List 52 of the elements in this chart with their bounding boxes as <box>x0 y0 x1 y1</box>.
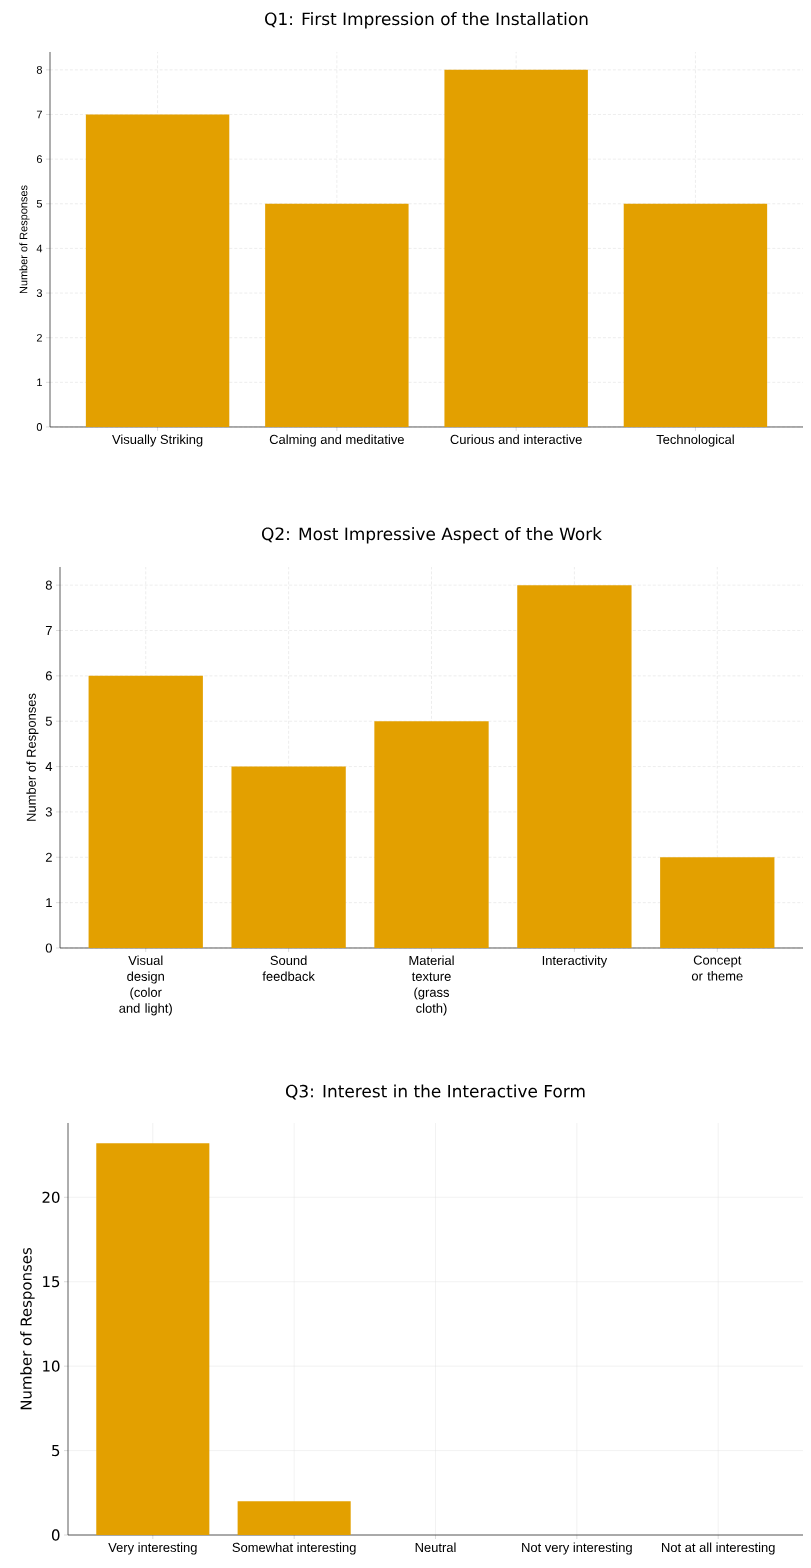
y-tick-label: 5 <box>52 1445 60 1457</box>
y-tick-label: 7 <box>45 626 52 635</box>
x-tick-label: Visually Striking <box>112 434 203 447</box>
x-tick-label: Concept or theme <box>691 955 743 981</box>
y-tick-label: 6 <box>36 155 42 164</box>
chart-title: Q3: Interest in the Interactive Form <box>285 1084 585 1100</box>
chart-title: Q1: First Impression of the Installation <box>265 12 588 29</box>
y-tick-label: 10 <box>43 1360 60 1372</box>
bar <box>517 585 632 948</box>
bar <box>231 766 346 948</box>
y-tick-label: 4 <box>36 244 43 253</box>
x-tick-label: Very interesting <box>108 1542 197 1555</box>
y-axis-title: Number of Responses <box>26 693 39 821</box>
chart-title: Q2: Most Impressive Aspect of the Work <box>261 527 602 544</box>
y-tick-label: 7 <box>36 110 42 119</box>
y-tick-label: 0 <box>45 943 52 953</box>
y-tick-label: 20 <box>42 1191 60 1203</box>
x-tick-label: Not at all interesting <box>662 1542 775 1555</box>
x-tick-label: Somewhat interesting <box>232 1542 356 1555</box>
y-tick-label: 6 <box>45 671 52 681</box>
x-tick-label: Neutral <box>415 1542 456 1553</box>
x-tick-label: Visual design (color and light) <box>119 955 172 1016</box>
y-tick-label: 3 <box>36 289 42 297</box>
x-tick-label: Calming and meditative <box>269 434 404 447</box>
y-tick-label: 2 <box>45 852 52 862</box>
y-tick-label: 3 <box>45 807 52 817</box>
bar <box>660 857 775 948</box>
x-tick-label: Sound feedback <box>262 955 315 981</box>
x-tick-label: Material texture (grass cloth) <box>409 955 454 1016</box>
bar <box>85 114 230 427</box>
bar <box>623 203 768 427</box>
y-tick-label: 0 <box>51 1529 60 1541</box>
x-tick-label: Interactivity <box>542 955 608 968</box>
bar <box>444 69 588 427</box>
y-tick-label: 1 <box>37 378 42 387</box>
y-tick-label: 15 <box>43 1276 60 1288</box>
y-tick-label: 8 <box>36 65 42 74</box>
x-tick-label: Not very interesting <box>522 1542 632 1555</box>
y-tick-label: 4 <box>45 762 53 772</box>
y-tick-label: 5 <box>45 716 52 726</box>
y-tick-label: 0 <box>36 423 43 431</box>
bar <box>88 675 203 948</box>
y-tick-label: 2 <box>36 333 42 342</box>
y-tick-label: 5 <box>36 199 43 208</box>
y-axis-title: Number of Responses <box>20 1247 35 1410</box>
y-tick-label: 8 <box>45 580 52 590</box>
y-axis-title: Number of Responses <box>19 185 30 294</box>
bar <box>265 203 409 427</box>
bar <box>374 721 489 948</box>
x-tick-label: Curious and interactive <box>450 434 582 445</box>
x-tick-label: Technological <box>656 434 734 447</box>
y-tick-label: 1 <box>46 898 52 908</box>
